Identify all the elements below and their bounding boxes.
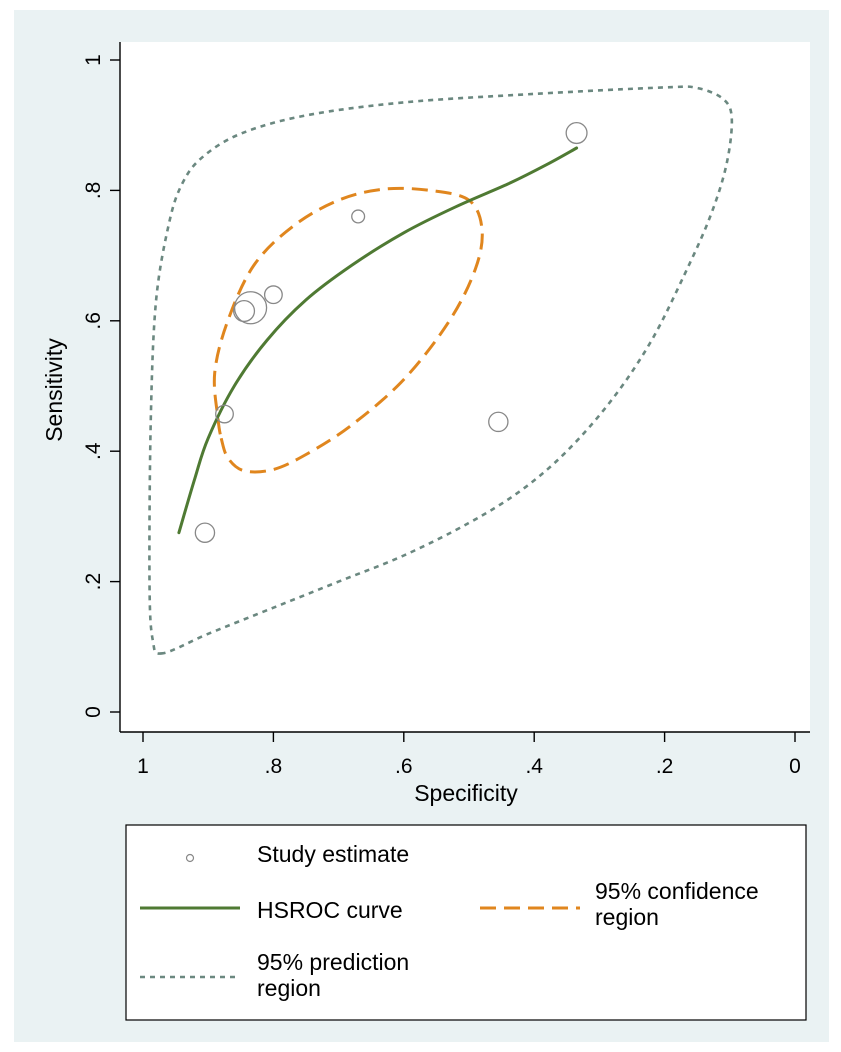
study-point	[233, 299, 256, 323]
legend-box	[125, 824, 807, 1021]
x-tick-label: 0	[789, 755, 801, 778]
legend-label-95-prediction-region: 95% prediction region	[257, 949, 409, 1001]
legend-label-line: HSROC curve	[257, 897, 403, 923]
legend-label-95-confidence-region: 95% confidence region	[595, 878, 759, 930]
legend-label-hsroc-curve: HSROC curve	[257, 897, 403, 923]
legend-label-line: region	[595, 904, 659, 930]
y-tick-label: .2	[82, 573, 105, 591]
legend-symbol-study-estimate	[185, 853, 195, 863]
study-point	[565, 121, 588, 145]
plot-area	[120, 42, 810, 732]
x-tick-label: .2	[656, 755, 674, 778]
y-tick-label: .6	[82, 312, 105, 330]
regions-layer	[148, 85, 734, 655]
x-tick-label: 1	[137, 755, 149, 778]
study-point	[263, 285, 283, 305]
y-tick-label: 1	[82, 54, 105, 66]
x-tick-label: .4	[525, 755, 543, 778]
study-point	[488, 411, 509, 433]
y-tick-label: .4	[82, 442, 105, 460]
study-point	[194, 522, 216, 543]
legend-label-study-estimate: Study estimate	[257, 841, 409, 867]
y-tick-label: 0	[82, 706, 105, 718]
ticks-layer: 1 .8 .6 .4 .2 0 0 .2 .4 .6 .8 1	[82, 54, 801, 778]
legend-label-line: region	[257, 975, 321, 1001]
95-prediction-region-line	[148, 85, 734, 655]
legend-label-line: 95% prediction	[257, 949, 409, 975]
axes-layer	[119, 42, 810, 733]
points-layer	[194, 121, 588, 543]
x-axis-label: Specificity	[414, 780, 518, 806]
study-point	[215, 404, 234, 424]
x-tick-label: .8	[265, 755, 283, 778]
legend-label-line: 95% confidence	[595, 878, 759, 904]
legend-label-line: Study estimate	[257, 841, 409, 867]
x-tick-label: .6	[395, 755, 413, 778]
curve-layer	[177, 146, 579, 535]
y-tick-label: .8	[82, 182, 105, 200]
y-axis-label: Sensitivity	[41, 338, 67, 442]
95-confidence-region-line	[212, 186, 484, 474]
study-point	[351, 209, 366, 224]
hsroc-curve-line	[177, 146, 579, 535]
